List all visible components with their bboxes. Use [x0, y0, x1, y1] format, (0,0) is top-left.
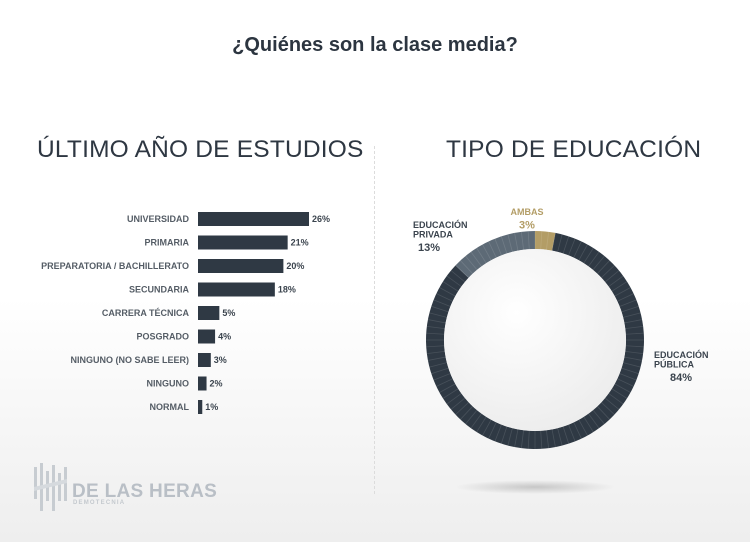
slice-value: 3%: [519, 220, 535, 232]
bar-value-label: 2%: [210, 379, 223, 389]
bar-value-label: 5%: [222, 308, 235, 318]
bar: [198, 400, 203, 414]
slice-value: 84%: [670, 372, 692, 384]
bar-value-label: 1%: [205, 402, 218, 412]
bar: [198, 306, 220, 320]
slice-label: AMBAS: [511, 207, 544, 217]
bar-category-label: UNIVERSIDAD: [127, 214, 190, 224]
bar-value-label: 26%: [312, 214, 330, 224]
donut-chart-title: TIPO DE EDUCACIÓN: [446, 136, 702, 163]
bar: [198, 329, 216, 344]
bar-category-label: NINGUNO (NO SABE LEER): [70, 355, 189, 365]
ring-segment-lines: [426, 231, 644, 449]
bar: [198, 235, 288, 250]
section-divider: [374, 146, 375, 494]
bar-value-label: 4%: [218, 332, 231, 342]
company-logo: DE LAS HERAS DEMOTECNIA: [32, 461, 232, 517]
bars-monogram-icon: [34, 463, 67, 511]
slice-label: EDUCACIÓN: [654, 349, 709, 360]
bar-chart-title: ÚLTIMO AÑO DE ESTUDIOS: [37, 136, 364, 163]
bar-value-label: 20%: [286, 261, 304, 271]
bar: [198, 353, 211, 367]
bar-value-label: 21%: [291, 238, 309, 248]
bar-category-label: SECUNDARIA: [129, 285, 190, 295]
bar-value-label: 3%: [214, 355, 227, 365]
bar-category-label: POSGRADO: [136, 332, 189, 342]
donut-slice: [535, 231, 556, 251]
bar-value-label: 18%: [278, 285, 296, 295]
donut-hole: [444, 249, 626, 431]
slice-label: PRIVADA: [413, 230, 453, 240]
education-type-donut-chart: AMBAS3%EDUCACIÓNPÚBLICA84%EDUCACIÓNPRIVA…: [413, 207, 709, 494]
slice-label: PÚBLICA: [654, 359, 694, 370]
logo-subtitle: DEMOTECNIA: [73, 500, 126, 506]
donut-shadow: [455, 480, 615, 494]
slice-label: EDUCACIÓN: [413, 219, 468, 230]
bar: [198, 259, 284, 273]
logo-name: DE LAS HERAS: [72, 481, 218, 502]
bar-category-label: NORMAL: [150, 402, 190, 412]
bar: [198, 282, 275, 297]
slice-value: 13%: [418, 242, 440, 254]
bar-category-label: PRIMARIA: [145, 238, 190, 248]
bar-category-label: CARRERA TÉCNICA: [102, 308, 190, 318]
bar: [198, 212, 309, 226]
bar-category-label: NINGUNO: [147, 379, 190, 389]
bar: [198, 376, 207, 391]
bar-category-label: PREPARATORIA / BACHILLERATO: [41, 261, 189, 271]
education-level-bar-chart: UNIVERSIDAD 26% PRIMARIA 21% PREPARATORIA / …: [41, 212, 330, 414]
page-title: ¿Quiénes son la clase media?: [232, 34, 518, 56]
donut-slice: [455, 231, 535, 278]
